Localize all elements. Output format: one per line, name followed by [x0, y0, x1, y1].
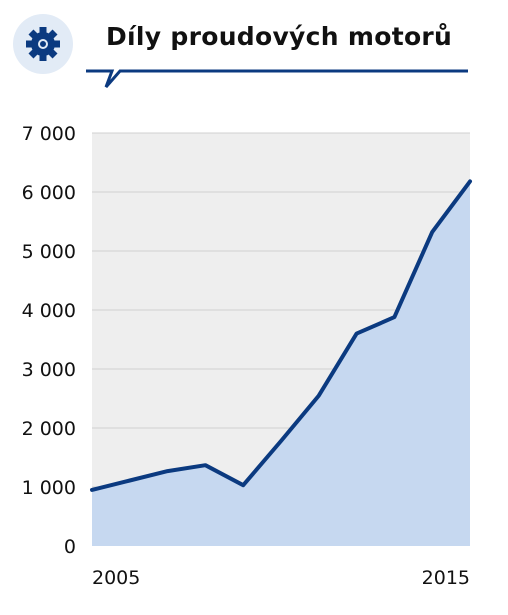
data-point: [356, 333, 358, 335]
y-tick-label: 5 000: [22, 241, 76, 263]
gear-icon: [26, 27, 60, 61]
title-underline: [86, 69, 468, 88]
data-point: [129, 480, 131, 481]
data-point: [469, 180, 471, 182]
data-point: [318, 395, 320, 397]
icon-badge: [13, 14, 73, 74]
data-point: [280, 440, 282, 442]
chart-title: Díly proudových motorů: [106, 22, 453, 51]
data-point: [393, 316, 395, 318]
y-tick-label: 2 000: [22, 418, 76, 440]
x-tick-label: 2005: [92, 567, 140, 589]
y-tick-label: 7 000: [22, 123, 76, 145]
data-point: [431, 231, 433, 233]
area-chart: 0 1 000 2 000 3 000 4 000 5 000 6 000 7 000 2005…: [22, 123, 472, 589]
data-point: [242, 484, 244, 486]
chart-header: Díly proudových motorů: [0, 0, 508, 110]
series-area: [92, 181, 470, 546]
y-tick-label: 1 000: [22, 477, 76, 499]
x-tick-label: 2015: [422, 567, 470, 589]
y-tick-label: 4 000: [22, 300, 76, 322]
data-point: [204, 464, 206, 466]
y-tick-label: 6 000: [22, 182, 76, 204]
data-point: [167, 470, 169, 472]
data-point: [91, 489, 93, 491]
y-tick-label: 3 000: [22, 359, 76, 381]
y-tick-label: 0: [64, 536, 76, 558]
